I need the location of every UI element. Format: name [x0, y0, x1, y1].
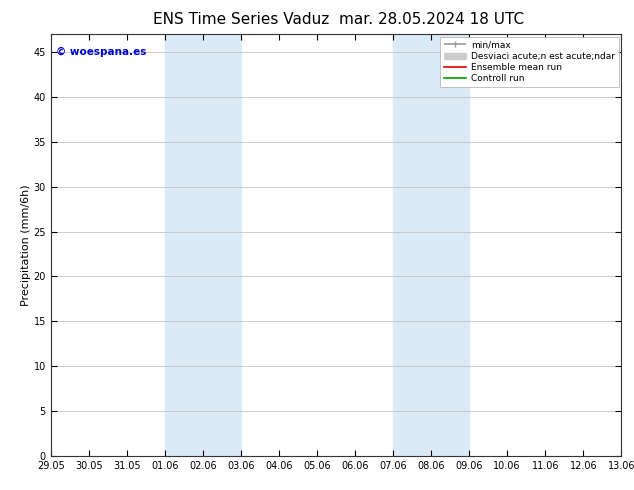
Text: mar. 28.05.2024 18 UTC: mar. 28.05.2024 18 UTC	[339, 12, 524, 27]
Bar	[393, 34, 469, 456]
Bar	[165, 34, 241, 456]
Text: © woespana.es: © woespana.es	[56, 47, 147, 57]
Legend: min/max, Desviaci acute;n est acute;ndar, Ensemble mean run, Controll run: min/max, Desviaci acute;n est acute;ndar…	[440, 37, 619, 87]
Text: ENS Time Series Vaduz: ENS Time Series Vaduz	[153, 12, 329, 27]
Y-axis label: Precipitation (mm/6h): Precipitation (mm/6h)	[20, 184, 30, 306]
